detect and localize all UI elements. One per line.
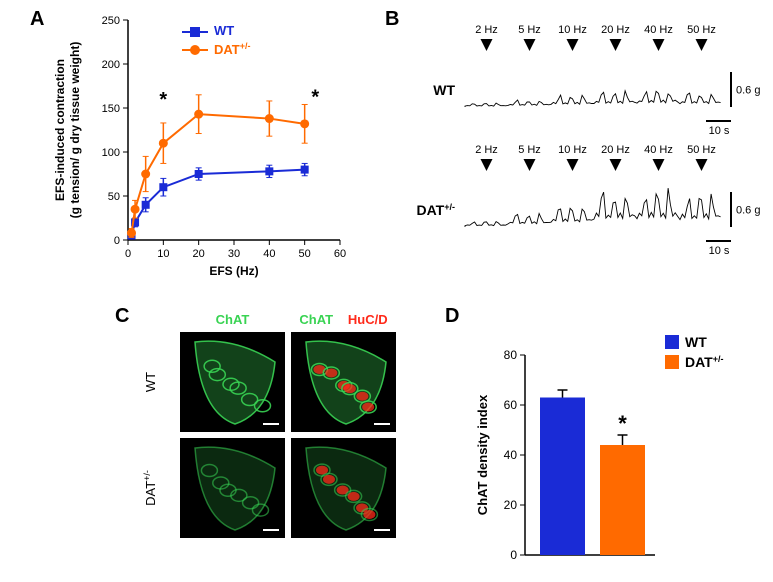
svg-text:20 Hz: 20 Hz bbox=[601, 24, 630, 36]
panel-a-label: A bbox=[30, 8, 44, 31]
svg-text:150: 150 bbox=[102, 103, 120, 115]
svg-text:10: 10 bbox=[157, 248, 169, 260]
svg-text:10 s: 10 s bbox=[709, 125, 730, 137]
svg-text:10 s: 10 s bbox=[709, 245, 730, 257]
svg-text:WT: WT bbox=[685, 334, 707, 350]
svg-text:WT: WT bbox=[433, 82, 455, 98]
svg-text:DAT+/-: DAT+/- bbox=[214, 41, 251, 57]
svg-text:0: 0 bbox=[510, 548, 517, 562]
svg-text:80: 80 bbox=[504, 348, 518, 362]
panel-c-images: ChAT ChAT + HuC/D WT DAT+/- bbox=[135, 310, 405, 575]
svg-text:0: 0 bbox=[125, 248, 131, 260]
svg-text:100: 100 bbox=[102, 147, 120, 159]
svg-text:40 Hz: 40 Hz bbox=[644, 144, 673, 156]
svg-text:0.6 g: 0.6 g bbox=[736, 205, 760, 217]
svg-text:5 Hz: 5 Hz bbox=[518, 144, 541, 156]
svg-text:50: 50 bbox=[108, 191, 120, 203]
svg-text:EFS (Hz): EFS (Hz) bbox=[209, 264, 258, 278]
svg-text:ChAT + HuC/D: ChAT + HuC/D bbox=[299, 312, 387, 327]
svg-text:30: 30 bbox=[228, 248, 240, 260]
panel-d-label: D bbox=[445, 305, 459, 328]
svg-text:40 Hz: 40 Hz bbox=[644, 24, 673, 36]
panel-c-label: C bbox=[115, 305, 129, 328]
svg-text:DAT+/-: DAT+/- bbox=[685, 354, 724, 370]
svg-text:10 Hz: 10 Hz bbox=[558, 144, 587, 156]
svg-text:40: 40 bbox=[263, 248, 275, 260]
svg-text:20: 20 bbox=[193, 248, 205, 260]
svg-text:2 Hz: 2 Hz bbox=[475, 144, 498, 156]
svg-text:WT: WT bbox=[214, 23, 234, 38]
svg-text:*: * bbox=[311, 87, 319, 109]
panel-b-traces: 2 Hz 5 Hz 10 Hz 20 Hz 40 Hz 50 Hz WT 0.6 g 10 s 2… bbox=[405, 15, 760, 280]
svg-text:0: 0 bbox=[114, 235, 120, 247]
svg-text:40: 40 bbox=[504, 448, 518, 462]
svg-text:0.6 g: 0.6 g bbox=[736, 85, 760, 97]
svg-text:10 Hz: 10 Hz bbox=[558, 24, 587, 36]
svg-text:EFS-induced contraction(g tens: EFS-induced contraction(g tension/ g dry… bbox=[53, 42, 82, 219]
svg-text:*: * bbox=[618, 411, 627, 436]
panel-d-barchart: 0 20 40 60 80 ChAT density index * WT DAT+/- bbox=[465, 315, 745, 575]
svg-text:WT: WT bbox=[143, 372, 158, 392]
svg-text:50 Hz: 50 Hz bbox=[687, 24, 716, 36]
svg-text:DAT+/-: DAT+/- bbox=[142, 470, 158, 506]
svg-text:20 Hz: 20 Hz bbox=[601, 144, 630, 156]
panel-a-chart: 0 50 100 150 200 250 0 10 20 30 40 50 60 EFS-induced … bbox=[50, 10, 350, 280]
svg-text:200: 200 bbox=[102, 59, 120, 71]
svg-text:50 Hz: 50 Hz bbox=[687, 144, 716, 156]
svg-text:250: 250 bbox=[102, 15, 120, 27]
svg-text:ChAT: ChAT bbox=[216, 312, 250, 327]
svg-text:20: 20 bbox=[504, 498, 518, 512]
svg-text:60: 60 bbox=[504, 398, 518, 412]
svg-text:*: * bbox=[159, 89, 167, 111]
svg-text:50: 50 bbox=[299, 248, 311, 260]
svg-text:2 Hz: 2 Hz bbox=[475, 24, 498, 36]
svg-text:ChAT density index: ChAT density index bbox=[475, 394, 490, 515]
svg-text:60: 60 bbox=[334, 248, 346, 260]
panel-b-label: B bbox=[385, 8, 399, 31]
svg-text:DAT+/-: DAT+/- bbox=[417, 202, 456, 218]
svg-text:5 Hz: 5 Hz bbox=[518, 24, 541, 36]
